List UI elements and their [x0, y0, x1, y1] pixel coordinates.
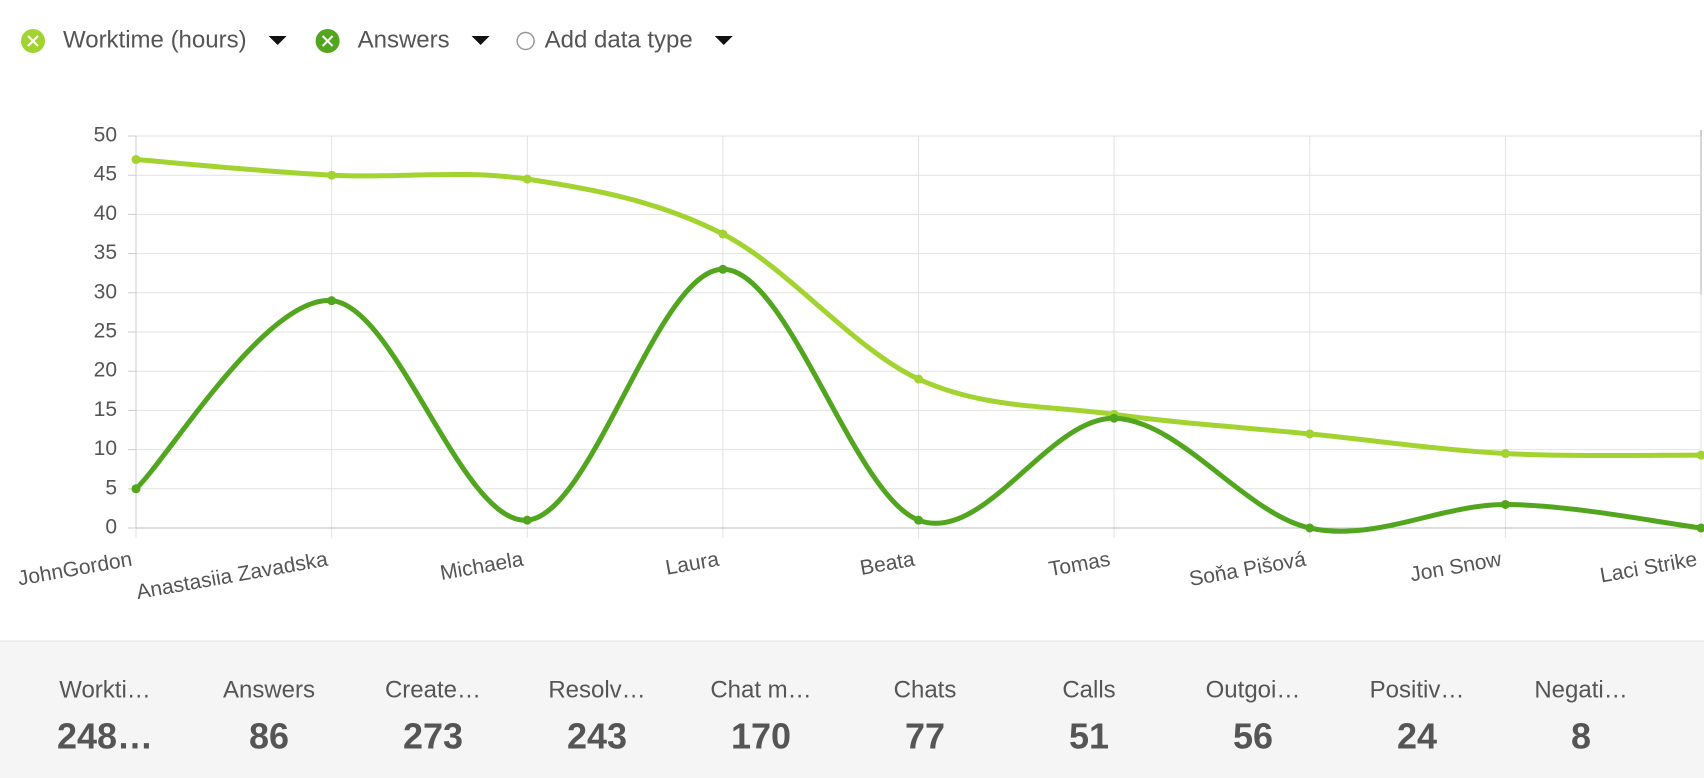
- y-tick-label: 25: [94, 320, 117, 343]
- point: [522, 174, 532, 184]
- stat-label: Chats: [894, 676, 957, 703]
- stat-value: 248…: [57, 716, 153, 757]
- x-tick-label: Jon Snow: [1408, 548, 1504, 587]
- point: [131, 155, 141, 165]
- dropdown-arrow[interactable]: [714, 36, 733, 45]
- point: [914, 374, 923, 384]
- stat-label: Chat m…: [710, 676, 811, 703]
- stat-value: 77: [905, 716, 945, 757]
- y-tick-label: 40: [94, 202, 117, 225]
- point: [1305, 523, 1315, 533]
- y-tick-label: 30: [94, 280, 117, 303]
- toggle-x: [321, 35, 334, 47]
- point: [522, 515, 532, 525]
- stat-value: 51: [1069, 716, 1109, 757]
- point: [1109, 413, 1119, 423]
- stat-value: 86: [249, 716, 289, 757]
- stat-label: Negati…: [1534, 676, 1627, 703]
- point: [1500, 449, 1510, 459]
- add-toggle[interactable]: [516, 31, 535, 51]
- x-tick-label: Beata: [858, 548, 916, 580]
- point: [914, 515, 923, 525]
- point: [1696, 523, 1704, 533]
- legend-label[interactable]: Answers: [358, 26, 450, 53]
- point: [1305, 429, 1315, 439]
- series-line: [134, 266, 1702, 534]
- x-tick-label: JohnGordon: [16, 548, 134, 591]
- point: [1500, 499, 1510, 509]
- stat-label: Calls: [1062, 676, 1115, 703]
- y-tick-label: 20: [94, 359, 117, 382]
- dropdown-arrow[interactable]: [471, 36, 490, 45]
- x-tick-label: Laura: [664, 548, 721, 580]
- stat-value: 243: [567, 716, 627, 757]
- stat-value: 273: [403, 716, 463, 757]
- stat-label: Positiv…: [1370, 676, 1465, 703]
- legend: Worktime (hours) Answers Add data type: [21, 26, 733, 53]
- point: [718, 229, 728, 239]
- y-tick-label: 35: [94, 241, 117, 264]
- stat-value: 56: [1233, 716, 1273, 757]
- stats: Workti… 248… Answers 86 Create… 273 Resolv… 243…: [57, 676, 1628, 756]
- y-tick-label: 45: [94, 163, 117, 186]
- add-data-type[interactable]: Add data type: [545, 26, 693, 53]
- point: [131, 484, 141, 494]
- y-tick-label: 0: [105, 516, 117, 539]
- point: [327, 170, 337, 180]
- y-tick-label: 15: [94, 398, 117, 421]
- y-tick-label: 50: [94, 124, 117, 147]
- stat-label: Answers: [223, 676, 315, 703]
- toggle-x: [27, 35, 39, 47]
- stat-label: Resolv…: [548, 676, 645, 703]
- stat-label: Workti…: [59, 676, 151, 703]
- stat-value: 170: [731, 716, 791, 757]
- y-tick-label: 10: [94, 437, 117, 460]
- stat-value: 24: [1397, 716, 1437, 757]
- stat-label: Outgoi…: [1206, 676, 1301, 703]
- point: [718, 264, 728, 274]
- stat-label: Create…: [385, 676, 481, 703]
- plot: 0 5 10 15 20 25 30 35 40 45 50 JohnGordon Anastasiia…: [16, 124, 1704, 604]
- y-tick-label: 5: [105, 476, 117, 499]
- x-tick-label: Laci Strike: [1598, 548, 1699, 588]
- legend-label[interactable]: Worktime (hours): [63, 26, 247, 53]
- stat-value: 8: [1571, 716, 1591, 757]
- point: [1696, 450, 1704, 460]
- stats-panel: [0, 641, 1704, 778]
- x-tick-label: Tomas: [1047, 548, 1112, 581]
- dropdown-arrow[interactable]: [268, 36, 287, 45]
- x-tick-label: Anastasiia Zavadska: [135, 548, 330, 604]
- point: [327, 296, 337, 306]
- x-tick-label: Michaela: [438, 548, 525, 585]
- x-tick-label: Soňa Pišová: [1187, 548, 1307, 591]
